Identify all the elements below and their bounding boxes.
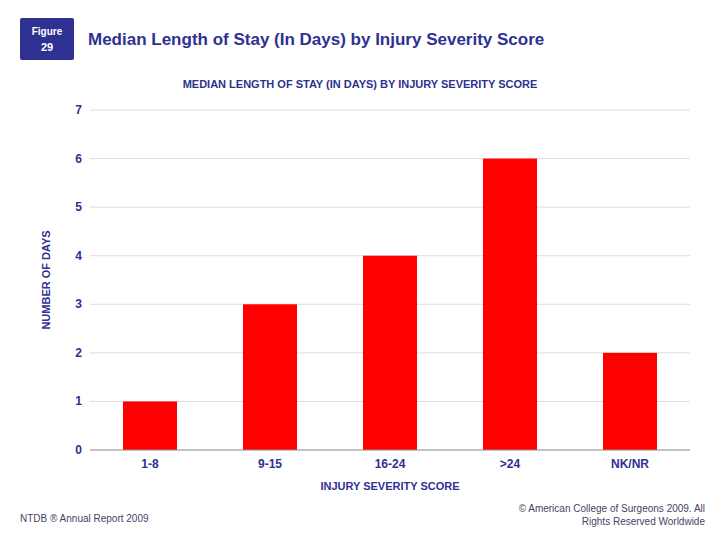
y-tick-label: 7 (75, 103, 82, 117)
y-axis-label: NUMBER OF DAYS (40, 230, 52, 329)
subtitle: MEDIAN LENGTH OF STAY (IN DAYS) BY INJUR… (183, 78, 538, 90)
y-tick-label: 3 (75, 297, 82, 311)
x-tick-label: 9-15 (258, 457, 282, 471)
grid-line (90, 207, 690, 208)
y-tick-label: 6 (75, 152, 82, 166)
y-ticks: 0 1 2 3 4 5 6 7 (75, 103, 82, 457)
x-axis-line (90, 450, 690, 451)
figure-label: Figure (32, 26, 63, 37)
footer-left: NTDB ® Annual Report 2009 (20, 513, 149, 524)
y-tick-label: 5 (75, 200, 82, 214)
grid (90, 110, 690, 450)
footer-right: © American College of Surgeons 2009. All… (519, 503, 706, 527)
x-ticks: 1-8 9-15 16-24 >24 NK/NR (141, 457, 649, 471)
bar (363, 256, 417, 450)
text-line: © American College of Surgeons 2009. All (519, 503, 705, 514)
y-tick-label: 2 (75, 346, 82, 360)
grid-line (90, 450, 690, 451)
x-tick-label: 1-8 (141, 457, 159, 471)
bar (123, 401, 177, 450)
figure-label-box (20, 18, 74, 60)
bar (243, 304, 297, 450)
page: {"chart_data": {"type": "bar", "title": … (0, 0, 720, 540)
chart-container: Figure 29 Median Length of Stay (In Days) … (0, 0, 720, 540)
y-tick-label: 4 (75, 249, 82, 263)
x-axis-label: INJURY SEVERITY SCORE (320, 480, 459, 492)
y-tick-label: 0 (75, 443, 82, 457)
background (0, 0, 720, 540)
title: Median Length of Stay (In Days) by Injur… (88, 30, 544, 49)
x-tick-label: NK/NR (611, 457, 649, 471)
grid-line (90, 110, 690, 111)
bar (603, 353, 657, 450)
chart-svg: Figure 29 Median Length of Stay (In Days) … (0, 0, 720, 540)
figure-number: 29 (41, 41, 53, 53)
y-tick-label: 1 (75, 394, 82, 408)
text-line: Rights Reserved Worldwide (582, 516, 706, 527)
x-tick-label: >24 (500, 457, 521, 471)
bars (123, 159, 657, 450)
grid-line (90, 158, 690, 159)
bar (483, 159, 537, 450)
x-tick-label: 16-24 (375, 457, 406, 471)
